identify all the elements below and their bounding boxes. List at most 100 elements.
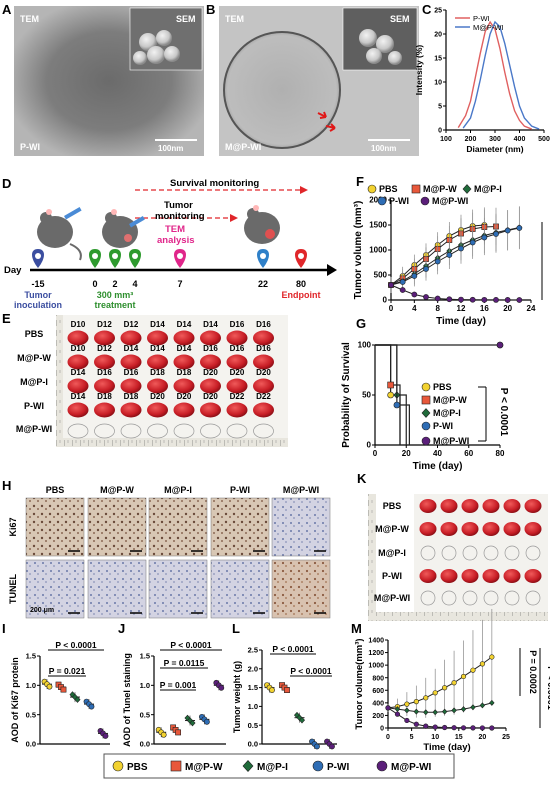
x-tick-label: 400 <box>514 136 526 143</box>
y-tick-label: 0 <box>438 128 442 135</box>
survival-marker <box>496 341 504 349</box>
arrow-icon <box>317 111 327 119</box>
series-line <box>390 227 520 286</box>
day-label-e: D10 <box>71 320 86 329</box>
y-tick-label: 50 <box>362 391 371 400</box>
row-label-e: PBS <box>25 329 44 339</box>
p-value: P = 0.021 <box>49 666 86 676</box>
tumor-icon <box>147 402 168 418</box>
panel-label-k: K <box>357 471 367 486</box>
empty-circle-icon <box>462 545 478 561</box>
y-axis-label: Probability of Survival <box>341 342 352 448</box>
tumor-icon <box>173 378 195 394</box>
row-label-k: M@P-WI <box>374 593 410 603</box>
day-80: 80 <box>296 279 306 289</box>
tumor-icon <box>253 402 274 418</box>
empty-circle-icon <box>226 423 248 439</box>
tumor-icon <box>120 402 142 418</box>
day-label-e: D20 <box>203 368 218 377</box>
day-label-e: D14 <box>150 344 165 353</box>
data-point <box>413 721 419 727</box>
tumor-icon <box>67 402 89 418</box>
y-tick-label: 800 <box>372 675 384 682</box>
legend-marker <box>367 184 377 194</box>
x-tick-label: 0 <box>386 734 390 741</box>
legend-label: P-WI <box>389 196 409 206</box>
sample-label-a: P-WI <box>20 142 40 152</box>
col-label-h: M@P-W <box>100 485 134 495</box>
y-axis-label: AOD of Tunel staining <box>122 653 132 747</box>
tumor-icon <box>94 378 115 394</box>
data-point <box>432 709 438 716</box>
tumor-icon <box>226 402 248 418</box>
row-label-h: Ki67 <box>8 517 18 536</box>
tumor-icon <box>173 402 195 418</box>
legend-marker <box>377 196 387 206</box>
x-tick-label: 4 <box>412 304 417 313</box>
tumor-monitoring-label: Tumor <box>164 200 193 211</box>
legend-marker <box>312 760 324 772</box>
data-point <box>269 687 275 693</box>
y-axis-label: Tumor weight (g) <box>232 661 242 733</box>
x-tick-label: 60 <box>464 449 473 458</box>
data-point <box>203 718 210 725</box>
panel-d-schedule: Survival monitoring Tumor monitoring TEM… <box>4 178 337 276</box>
scale-text-h: 200 μm <box>30 607 54 614</box>
scale-text-a: 100nm <box>158 144 183 153</box>
data-point <box>516 297 523 303</box>
data-point <box>434 295 441 302</box>
x-tick-label: 20 <box>402 449 411 458</box>
y-tick-label: 0 <box>383 296 388 305</box>
map-pin-dot <box>112 253 118 259</box>
x-tick-label: 8 <box>435 304 440 313</box>
y-tick-label: 0.5 <box>140 710 150 719</box>
tumor-icon <box>482 499 500 513</box>
data-point <box>470 667 476 673</box>
legend-marker <box>462 184 472 194</box>
tumor-icon <box>503 499 521 513</box>
day-label-e: D20 <box>230 368 245 377</box>
tumor-icon <box>94 330 115 346</box>
day-label-e: D18 <box>177 368 192 377</box>
series-line <box>387 707 492 729</box>
day-2: 2 <box>112 279 117 289</box>
data-point <box>399 279 406 285</box>
histology-image <box>25 497 85 557</box>
empty-circle-icon <box>253 423 274 439</box>
tumor-icon <box>440 569 458 583</box>
survival-marker <box>393 401 401 409</box>
y-tick-label: 100 <box>358 341 372 350</box>
y-tick-label: 0.0 <box>248 740 258 749</box>
p-value-m: P < 0.0001 <box>546 666 550 710</box>
data-point <box>442 724 448 731</box>
x-tick-label: 0 <box>373 449 378 458</box>
day-4: 4 <box>132 279 137 289</box>
data-point <box>411 291 418 298</box>
y-tick-label: 400 <box>372 700 384 707</box>
tumor-icon <box>147 330 168 346</box>
arrow-icon <box>325 123 336 132</box>
treatment-label-2: treatment <box>94 300 135 310</box>
x-tick-label: 20 <box>503 304 512 313</box>
legend-marker <box>242 760 254 772</box>
day-0: 0 <box>92 279 97 289</box>
data-point <box>469 296 476 303</box>
series-line <box>390 284 520 301</box>
tumor-icon <box>120 354 142 370</box>
empty-circle-icon <box>441 590 457 606</box>
empty-circle-icon <box>504 545 520 561</box>
x-axis-label: Time (day) <box>423 742 470 753</box>
data-point <box>218 684 225 691</box>
tumor-icon <box>200 402 221 418</box>
series-line-mpwi <box>462 20 540 130</box>
y-tick-label: 0.5 <box>248 721 258 730</box>
panel-label-l: L <box>232 621 240 636</box>
row-label-k: P-WI <box>382 571 402 581</box>
legend-marker <box>421 421 431 431</box>
map-pin-dot <box>260 253 266 259</box>
y-tick-label: 200 <box>372 713 384 720</box>
legend-marker <box>421 395 431 405</box>
panel-k-photo <box>368 494 548 621</box>
empty-circle-icon <box>147 423 168 439</box>
